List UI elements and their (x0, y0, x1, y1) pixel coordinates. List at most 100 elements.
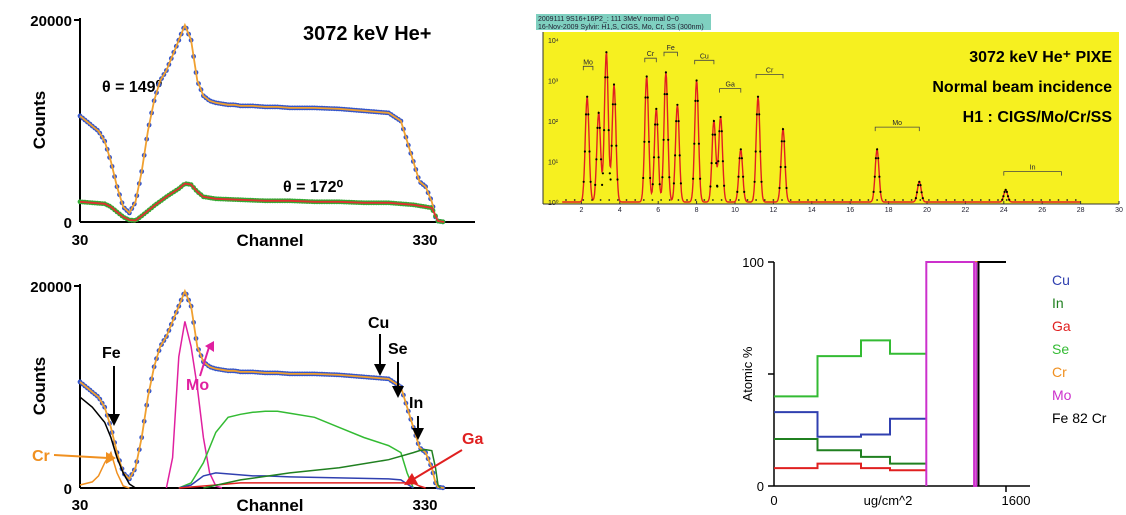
pixe-baseline-point (617, 199, 619, 201)
pixe-baseline-point (755, 199, 757, 201)
pixe-data-point (921, 197, 924, 200)
pixe-subtitle: Normal beam incidence (932, 79, 1112, 96)
cr-arrowhead (106, 452, 116, 464)
pixe-data-point (915, 191, 919, 194)
pixe-data-point (778, 186, 781, 190)
pixe-baseline-point (703, 199, 706, 201)
pixe-data-point (611, 103, 615, 106)
pixe-data-point (616, 178, 619, 181)
pixe-baseline-point (962, 199, 965, 201)
comp-legend-entry-fe-82-cr: Fe 82 Cr (1052, 410, 1107, 426)
pixe-ytick-label: 10⁰ (548, 199, 559, 207)
pixe-data-point (1003, 190, 1006, 193)
pixe-data-point (693, 142, 696, 145)
pixe-ytick-label: 10² (548, 119, 559, 126)
pixe-data-point (675, 120, 678, 123)
pixe-data-point (661, 176, 664, 179)
pixe-baseline-point (988, 199, 991, 201)
rbs-top-xtick-label-max: 330 (412, 232, 437, 249)
pixe-data-point (601, 183, 604, 186)
pixe-data-point (780, 140, 783, 143)
pixe-data-point (589, 180, 592, 183)
comp-ytick-label-min: 0 (757, 479, 764, 494)
pixe-xtick-label: 8 (695, 207, 699, 214)
pixe-data-point (608, 172, 611, 175)
pixe-baseline-point (850, 199, 853, 201)
pixe-data-point (642, 176, 645, 180)
pixe-peak-label: Fe (667, 45, 675, 52)
pixe-baseline-point (858, 199, 861, 201)
rbs-bottom-panel: 20000 0 30 330 Channel Counts Fe Mo Cr C… (30, 279, 483, 515)
rbs-bottom-plot-area (77, 288, 446, 491)
pixe-peak-bracket (755, 74, 784, 79)
rbs-bottom-ytick-label-min: 0 (64, 481, 72, 498)
pixe-data-point (595, 158, 598, 161)
pixe-ytick-label: 10⁴ (548, 38, 559, 45)
pixe-data-point (607, 129, 610, 132)
pixe-data-point (716, 184, 719, 187)
pixe-data-point (920, 191, 923, 194)
pixe-header-line-1-bg (536, 14, 711, 22)
rbs-bottom-cu-line (178, 472, 414, 489)
pixe-data-point (785, 186, 788, 190)
pixe-data-point (718, 130, 721, 133)
pixe-data-point (720, 130, 723, 133)
rbs-bottom-fit-line (79, 288, 445, 489)
pixe-data-point (697, 142, 701, 145)
pixe-data-point (737, 175, 740, 178)
se-label: Se (388, 341, 408, 358)
pixe-xtick-label: 12 (770, 207, 778, 214)
pixe-data-point (696, 99, 699, 102)
pixe-data-point (760, 180, 763, 183)
pixe-baseline-point (893, 199, 896, 201)
pixe-data-point (739, 148, 742, 151)
pixe-baseline-point (876, 199, 878, 201)
pixe-baseline-point (634, 199, 637, 201)
pixe-sample-label: H1 : CIGS/Mo/Cr/SS (963, 109, 1113, 126)
pixe-data-point (586, 95, 589, 98)
pixe-peak-bracket (719, 88, 742, 93)
pixe-peak-label: Cr (647, 51, 655, 58)
pixe-data-point (646, 96, 649, 99)
pixe-data-point (740, 157, 744, 160)
pixe-data-point (614, 103, 617, 106)
pixe-data-point (1001, 198, 1004, 201)
pixe-data-point (583, 150, 587, 153)
pixe-baseline-point (582, 199, 585, 201)
pixe-baseline-point (841, 199, 844, 201)
comp-ga-line (774, 462, 927, 472)
composition-panel: 100 0 0 1600 ug/cm^2 Atomic % Cu In Ga Se Cr… (740, 255, 1107, 508)
pixe-data-point (668, 176, 671, 179)
pixe-data-point (654, 123, 657, 126)
pixe-data-point (719, 115, 722, 119)
pixe-data-point (723, 184, 726, 187)
pixe-panel: 2009111 9S16+16P2_: 111 3MeV normal 0~0 … (536, 14, 1123, 214)
pixe-baseline-point (807, 199, 809, 201)
pixe-data-point (779, 165, 782, 169)
pixe-data-point (781, 128, 785, 131)
pixe-baseline-point (591, 199, 593, 201)
pixe-data-point (717, 160, 720, 163)
comp-mo-line (925, 261, 978, 487)
pixe-baseline-point (798, 199, 801, 201)
pixe-data-point (605, 51, 608, 54)
rbs-top-angle-172-label: θ = 172⁰ (283, 179, 344, 196)
pixe-xtick-label: 2 (579, 207, 583, 214)
pixe-xtick-label: 6 (656, 207, 660, 214)
pixe-baseline-point (1005, 199, 1008, 201)
pixe-baseline-point (608, 199, 611, 201)
rbs-top-series-1-fit-line (79, 182, 445, 223)
pixe-data-point (658, 183, 661, 186)
pixe-baseline-point (625, 199, 628, 201)
pixe-data-point (596, 126, 599, 129)
pixe-baseline-point (781, 199, 783, 201)
pixe-data-point (597, 111, 600, 114)
pixe-baseline-point (1031, 199, 1034, 201)
rbs-top-series-0-fit-line (79, 22, 445, 223)
pixe-baseline-point (668, 199, 671, 201)
pixe-xtick-label: 14 (808, 207, 816, 214)
pixe-data-point (919, 184, 922, 187)
pixe-baseline-point (694, 199, 697, 201)
pixe-xtick-label: 10 (731, 207, 739, 214)
comp-xtick-label-min: 0 (770, 493, 777, 508)
